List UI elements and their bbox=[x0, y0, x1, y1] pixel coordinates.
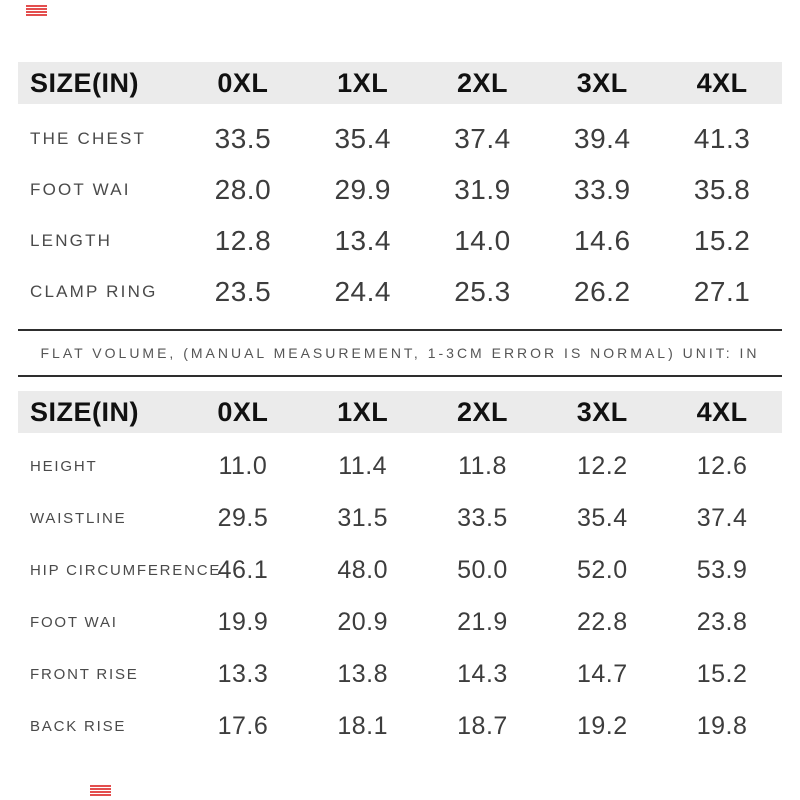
cell-value: 33.5 bbox=[457, 503, 508, 532]
size-header-1xl: 1XL bbox=[337, 396, 389, 427]
red-watermark-top bbox=[26, 5, 47, 16]
cell-value: 11.0 bbox=[218, 451, 268, 480]
cell-value: 19.9 bbox=[217, 607, 269, 636]
measurement-note-text: FLAT VOLUME, (MANUAL MEASUREMENT, 1-3CM … bbox=[40, 345, 760, 361]
cell-value: 15.2 bbox=[696, 659, 748, 688]
bottom-size-table: SIZE(IN) 0XL 1XL 2XL 3XL 4XL HEIGHT 11.0… bbox=[18, 377, 782, 752]
cell-value: 27.1 bbox=[693, 275, 751, 307]
cell-value: 25.3 bbox=[454, 275, 511, 307]
table-row-back-rise: BACK RISE 17.6 18.1 18.7 19.2 19.8 bbox=[18, 700, 782, 752]
top-table-header-row: SIZE(IN) 0XL 1XL 2XL 3XL 4XL bbox=[18, 62, 782, 104]
cell-value: 28.0 bbox=[214, 173, 272, 205]
size-header-4xl: 4XL bbox=[696, 396, 748, 427]
size-unit-header: SIZE(IN) bbox=[30, 67, 139, 98]
cell-value: 19.2 bbox=[576, 711, 628, 740]
top-table-body: THE CHEST 33.5 35.4 37.4 39.4 41.3 FOOT … bbox=[18, 104, 782, 317]
cell-value: 48.0 bbox=[337, 555, 389, 584]
row-label: LENGTH bbox=[30, 230, 113, 250]
cell-value: 15.2 bbox=[693, 224, 751, 256]
cell-value: 37.4 bbox=[454, 122, 511, 154]
cell-value: 52.0 bbox=[576, 555, 628, 584]
cell-value: 33.9 bbox=[574, 173, 631, 205]
cell-value: 18.7 bbox=[457, 711, 508, 740]
cell-value: 12.6 bbox=[696, 451, 748, 480]
size-unit-header: SIZE(IN) bbox=[30, 396, 139, 427]
cell-value: 12.8 bbox=[214, 224, 272, 256]
cell-value: 21.9 bbox=[457, 607, 508, 636]
cell-value: 35.4 bbox=[576, 503, 628, 532]
cell-value: 17.6 bbox=[217, 711, 269, 740]
size-header-2xl: 2XL bbox=[456, 396, 508, 427]
cell-value: 11.8 bbox=[458, 451, 507, 480]
cell-value: 41.3 bbox=[693, 122, 751, 154]
size-header-4xl: 4XL bbox=[696, 67, 748, 98]
row-label: THE CHEST bbox=[30, 128, 147, 148]
row-label: FRONT RISE bbox=[30, 665, 139, 683]
measurement-note-band: FLAT VOLUME, (MANUAL MEASUREMENT, 1-3CM … bbox=[18, 329, 782, 377]
cell-value: 19.8 bbox=[696, 711, 748, 740]
cell-value: 14.3 bbox=[457, 659, 508, 688]
table-row-height: HEIGHT 11.0 11.4 11.8 12.2 12.6 bbox=[18, 440, 782, 492]
cell-value: 33.5 bbox=[214, 122, 272, 154]
size-header-3xl: 3XL bbox=[576, 67, 628, 98]
top-size-table: SIZE(IN) 0XL 1XL 2XL 3XL 4XL THE CHEST 3… bbox=[18, 0, 782, 317]
row-label: HIP CIRCUMFERENCE bbox=[30, 561, 222, 579]
row-label: FOOT WAI bbox=[30, 179, 131, 199]
row-label: HEIGHT bbox=[30, 457, 98, 475]
cell-value: 14.0 bbox=[454, 224, 511, 256]
table-row-foot-wai: FOOT WAI 28.0 29.9 31.9 33.9 35.8 bbox=[18, 164, 782, 215]
cell-value: 22.8 bbox=[576, 607, 628, 636]
cell-value: 13.8 bbox=[337, 659, 389, 688]
table-row-front-rise: FRONT RISE 13.3 13.8 14.3 14.7 15.2 bbox=[18, 648, 782, 700]
cell-value: 35.8 bbox=[693, 173, 751, 205]
row-label: BACK RISE bbox=[30, 717, 127, 735]
cell-value: 13.4 bbox=[334, 224, 391, 256]
cell-value: 29.9 bbox=[334, 173, 391, 205]
cell-value: 20.9 bbox=[337, 607, 389, 636]
cell-value: 50.0 bbox=[457, 555, 508, 584]
table-row-hip-circumference: HIP CIRCUMFERENCE 46.1 48.0 50.0 52.0 53… bbox=[18, 544, 782, 596]
cell-value: 24.4 bbox=[334, 275, 391, 307]
row-label: WAISTLINE bbox=[30, 509, 127, 527]
cell-value: 31.5 bbox=[337, 503, 389, 532]
bottom-table-body: HEIGHT 11.0 11.4 11.8 12.2 12.6 WAISTLIN… bbox=[18, 433, 782, 752]
cell-value: 46.1 bbox=[217, 555, 269, 584]
red-watermark-bottom bbox=[90, 785, 111, 796]
size-header-0xl: 0XL bbox=[217, 396, 269, 427]
cell-value: 31.9 bbox=[454, 173, 511, 205]
cell-value: 39.4 bbox=[574, 122, 631, 154]
bottom-table-header-row: SIZE(IN) 0XL 1XL 2XL 3XL 4XL bbox=[18, 391, 782, 433]
table-row-waistline: WAISTLINE 29.5 31.5 33.5 35.4 37.4 bbox=[18, 492, 782, 544]
size-header-1xl: 1XL bbox=[337, 67, 389, 98]
size-header-3xl: 3XL bbox=[576, 396, 628, 427]
cell-value: 35.4 bbox=[334, 122, 391, 154]
cell-value: 37.4 bbox=[696, 503, 748, 532]
row-label: FOOT WAI bbox=[30, 613, 118, 631]
cell-value: 14.6 bbox=[574, 224, 631, 256]
cell-value: 23.5 bbox=[214, 275, 272, 307]
cell-value: 23.8 bbox=[696, 607, 748, 636]
table-row-length: LENGTH 12.8 13.4 14.0 14.6 15.2 bbox=[18, 215, 782, 266]
cell-value: 18.1 bbox=[337, 711, 389, 740]
cell-value: 53.9 bbox=[696, 555, 748, 584]
cell-value: 29.5 bbox=[217, 503, 269, 532]
table-row-clamp-ring: CLAMP RING 23.5 24.4 25.3 26.2 27.1 bbox=[18, 266, 782, 317]
cell-value: 14.7 bbox=[576, 659, 628, 688]
row-label: CLAMP RING bbox=[30, 281, 158, 301]
cell-value: 13.3 bbox=[217, 659, 269, 688]
cell-value: 11.4 bbox=[338, 451, 388, 480]
cell-value: 26.2 bbox=[574, 275, 631, 307]
size-header-2xl: 2XL bbox=[456, 67, 508, 98]
cell-value: 12.2 bbox=[576, 451, 628, 480]
size-header-0xl: 0XL bbox=[217, 67, 269, 98]
table-row-the-chest: THE CHEST 33.5 35.4 37.4 39.4 41.3 bbox=[18, 113, 782, 164]
table-row-foot-wai: FOOT WAI 19.9 20.9 21.9 22.8 23.8 bbox=[18, 596, 782, 648]
